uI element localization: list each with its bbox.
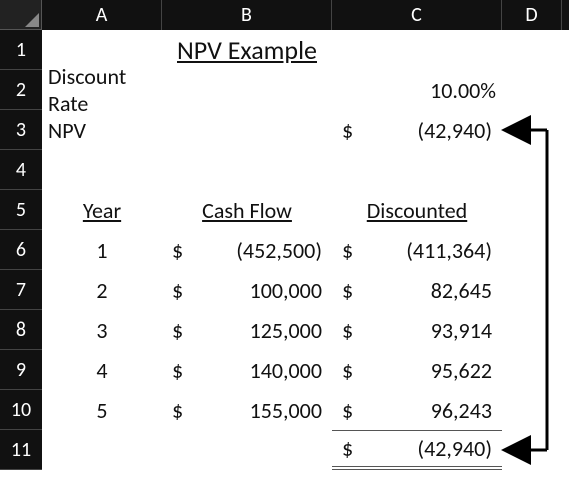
cell-c9-discounted[interactable]: $95,622: [332, 350, 502, 390]
row-header-9[interactable]: 9: [0, 350, 42, 390]
cell-a2-discount-rate-label[interactable]: Discount Rate: [42, 70, 162, 110]
cell-d7[interactable]: [502, 270, 562, 310]
total-val: (42,940): [417, 435, 496, 462]
cell-a5-year-header[interactable]: Year: [42, 190, 162, 230]
cell-d4[interactable]: [502, 150, 562, 190]
row-header-7[interactable]: 7: [0, 270, 42, 310]
column-headers: A B C D: [42, 0, 569, 30]
cell-d1[interactable]: [502, 30, 562, 70]
cell-b4[interactable]: [162, 150, 332, 190]
cell-d6[interactable]: [502, 230, 562, 270]
cell-b2[interactable]: [162, 70, 332, 110]
cell-b8-cashflow[interactable]: $125,000: [162, 310, 332, 350]
row-header-5[interactable]: 5: [0, 190, 42, 230]
cell-b11[interactable]: [162, 430, 332, 470]
col-header-b[interactable]: B: [162, 0, 332, 30]
row-header-8[interactable]: 8: [0, 310, 42, 350]
row-header-4[interactable]: 4: [0, 150, 42, 190]
cell-b10-cashflow[interactable]: $155,000: [162, 390, 332, 430]
cell-c7-discounted[interactable]: $82,645: [332, 270, 502, 310]
cell-b9-cashflow[interactable]: $140,000: [162, 350, 332, 390]
select-all-corner[interactable]: [0, 0, 42, 30]
cell-c3-npv-value[interactable]: $ (42,940): [332, 110, 502, 150]
cell-a3-npv-label[interactable]: NPV: [42, 110, 162, 150]
cell-b3[interactable]: [162, 110, 332, 150]
npv-val: (42,940): [417, 117, 496, 144]
cell-c11-total[interactable]: $ (42,940): [332, 430, 502, 470]
row-header-10[interactable]: 10: [0, 390, 42, 430]
cell-a6-year[interactable]: 1: [42, 230, 162, 270]
cell-d2[interactable]: [502, 70, 562, 110]
cell-d5[interactable]: [502, 190, 562, 230]
col-header-c[interactable]: C: [332, 0, 502, 30]
cell-d8[interactable]: [502, 310, 562, 350]
cell-b1-title[interactable]: NPV Example: [162, 30, 332, 70]
row-header-1[interactable]: 1: [0, 30, 42, 70]
row-header-11[interactable]: 11: [0, 430, 42, 470]
cell-d10[interactable]: [502, 390, 562, 430]
cell-d9[interactable]: [502, 350, 562, 390]
cell-a7-year[interactable]: 2: [42, 270, 162, 310]
col-header-a[interactable]: A: [42, 0, 162, 30]
cell-a8-year[interactable]: 3: [42, 310, 162, 350]
row-header-2[interactable]: 2: [0, 70, 42, 110]
cell-b6-cashflow[interactable]: $(452,500): [162, 230, 332, 270]
cell-c6-discounted[interactable]: $(411,364): [332, 230, 502, 270]
cell-a10-year[interactable]: 5: [42, 390, 162, 430]
row-header-3[interactable]: 3: [0, 110, 42, 150]
col-header-d[interactable]: D: [502, 0, 562, 30]
cell-c8-discounted[interactable]: $93,914: [332, 310, 502, 350]
cell-c2-discount-rate-value[interactable]: 10.00%: [332, 70, 502, 110]
cell-grid: NPV Example Discount Rate 10.00% NPV $(4…: [42, 30, 569, 470]
row-header-6[interactable]: 6: [0, 230, 42, 270]
cell-c1[interactable]: [332, 30, 502, 70]
cell-b5-cashflow-header[interactable]: Cash Flow: [162, 190, 332, 230]
cell-c10-discounted[interactable]: $96,243: [332, 390, 502, 430]
cell-c5-discounted-header[interactable]: Discounted: [332, 190, 502, 230]
cell-d11[interactable]: [502, 430, 562, 470]
npv-sym: $: [338, 117, 353, 144]
cell-b7-cashflow[interactable]: $100,000: [162, 270, 332, 310]
cell-d3[interactable]: [502, 110, 562, 150]
cell-a9-year[interactable]: 4: [42, 350, 162, 390]
row-headers: 1 2 3 4 5 6 7 8 9 10 11: [0, 30, 42, 470]
cell-a11[interactable]: [42, 430, 162, 470]
cell-c4[interactable]: [332, 150, 502, 190]
total-sym: $: [338, 435, 353, 462]
cell-a4[interactable]: [42, 150, 162, 190]
